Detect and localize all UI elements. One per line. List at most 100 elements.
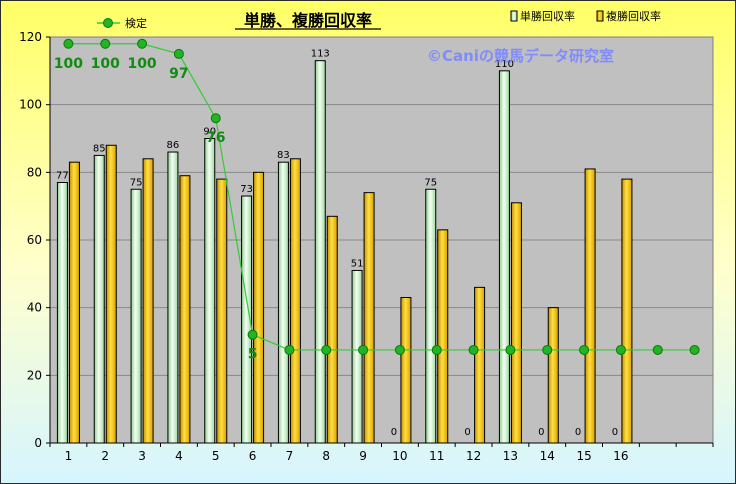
y-tick-label: 20: [27, 368, 42, 382]
watermark: ©Caniの競馬データ研究室: [427, 47, 614, 65]
x-tick-label: 5: [212, 449, 220, 463]
kentei-series-line: [68, 43, 695, 351]
kentei-point: [210, 113, 221, 124]
kentei-point: [652, 344, 663, 355]
kentei-value-label: 76: [206, 130, 225, 146]
kentei-line: 100 100 100 97 76 5: [54, 38, 700, 363]
fukusho-bar: [68, 161, 80, 444]
tansho-bar: [167, 151, 179, 444]
legend-line-marker: [103, 18, 113, 28]
fukusho-bar: [437, 229, 449, 444]
y-tick-label: 100: [19, 98, 42, 112]
fukusho-bar: [179, 175, 191, 444]
y-tick-label: 0: [34, 436, 42, 450]
kentei-point: [247, 329, 258, 340]
tansho-value-label: 0: [464, 427, 470, 438]
kentei-point: [137, 38, 148, 49]
fukusho-bar: [621, 178, 633, 444]
x-tick-label: 8: [322, 449, 330, 463]
x-axis: 1 2 3 4 5 6 7 8 9 10 11 12 13 14 15 16: [49, 442, 714, 463]
tansho-value-label: 0: [391, 427, 397, 438]
legend-label-fukusho: 複勝回収率: [606, 9, 661, 23]
kentei-value-label: 5: [248, 347, 258, 363]
tansho-value-label: 113: [311, 49, 330, 60]
kentei-point: [358, 344, 369, 355]
tansho-bar: [277, 161, 289, 444]
fukusho-bar: [253, 171, 265, 444]
legend-swatch-fukusho: [596, 10, 604, 22]
kentei-point: [542, 344, 553, 355]
tansho-bar: [498, 70, 510, 444]
x-tick-label: 2: [101, 449, 109, 463]
tansho-value-label: 85: [93, 143, 106, 154]
x-tick-label: 1: [65, 449, 73, 463]
y-tick-label: 40: [27, 301, 42, 315]
tansho-bar: [241, 195, 253, 444]
x-tick-label: 6: [249, 449, 257, 463]
fukusho-bar: [142, 158, 154, 444]
fukusho-bar: [363, 192, 375, 444]
x-tick-label: 14: [540, 449, 555, 463]
y-tick-label: 60: [27, 233, 42, 247]
kentei-point: [505, 344, 516, 355]
tansho-value-label: 0: [575, 427, 581, 438]
tansho-value-label: 73: [240, 184, 253, 195]
fukusho-bar: [400, 297, 412, 444]
x-tick-label: 9: [359, 449, 367, 463]
kentei-value-label: 100: [127, 56, 156, 72]
kentei-point: [689, 344, 700, 355]
x-tick-label: 13: [503, 449, 518, 463]
legend: 検定 単勝回収率 複勝回収率: [97, 9, 661, 30]
fukusho-bar: [326, 215, 338, 444]
tansho-bar: [130, 188, 142, 444]
chart-title: 単勝、複勝回収率: [244, 11, 372, 30]
tansho-value-label: 75: [424, 177, 437, 188]
y-tick-label: 120: [19, 30, 42, 44]
legend-label-tansho: 単勝回収率: [520, 9, 575, 23]
fukusho-bar: [584, 168, 596, 444]
tansho-value-label: 110: [495, 59, 514, 70]
tansho-bar: [56, 181, 68, 444]
x-tick-label: 11: [429, 449, 444, 463]
tansho-value-label: 51: [351, 258, 364, 269]
kentei-point: [394, 344, 405, 355]
tansho-bar: [93, 154, 105, 444]
x-tick-label: 15: [576, 449, 591, 463]
tansho-value-label: 0: [538, 427, 544, 438]
tansho-value-label: 75: [130, 177, 143, 188]
kentei-point: [579, 344, 590, 355]
kentei-value-label: 100: [91, 56, 120, 72]
tansho-value-label: 0: [612, 427, 618, 438]
tansho-bar: [204, 138, 216, 444]
fukusho-bar: [289, 158, 301, 444]
fukusho-bar: [510, 202, 522, 444]
tansho-bar: [351, 269, 363, 444]
tansho-bar: [425, 188, 437, 444]
x-tick-label: 16: [613, 449, 628, 463]
kentei-point: [63, 38, 74, 49]
tansho-value-label: 90: [203, 127, 216, 138]
x-tick-label: 12: [466, 449, 481, 463]
y-axis: 0 20 40 60 80 100 120: [19, 30, 51, 450]
kentei-point: [173, 48, 184, 59]
tansho-bar: [314, 60, 326, 444]
kentei-point: [284, 344, 295, 355]
x-tick-label: 4: [175, 449, 183, 463]
kentei-point: [321, 344, 332, 355]
x-tick-label: 3: [138, 449, 146, 463]
grid-lines: [50, 104, 713, 376]
x-tick-label: 10: [392, 449, 407, 463]
tansho-value-label: 83: [277, 150, 290, 161]
kentei-value-label: 97: [169, 66, 188, 82]
fukusho-bar: [547, 307, 559, 444]
tansho-value-label: 86: [167, 140, 180, 151]
fukusho-bar: [105, 144, 117, 444]
fukusho-bar: [216, 178, 228, 444]
y-tick-label: 80: [27, 165, 42, 179]
legend-label-kentei: 検定: [125, 16, 147, 30]
kentei-point: [468, 344, 479, 355]
kentei-point: [100, 38, 111, 49]
fukusho-bar: [474, 286, 486, 444]
x-tick-label: 7: [286, 449, 294, 463]
